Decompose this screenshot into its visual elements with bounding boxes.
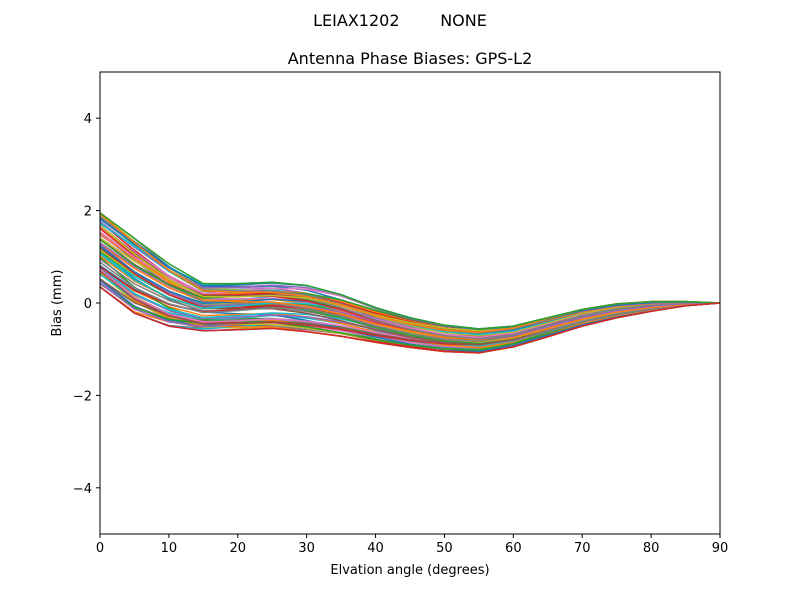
y-tick-label: −2 — [73, 389, 92, 404]
x-axis-label: Elvation angle (degrees) — [330, 563, 489, 578]
plot-area-frame — [99, 71, 721, 535]
y-tick-label: −4 — [73, 482, 92, 497]
x-tick-label: 20 — [230, 541, 247, 556]
y-tick-label: 4 — [84, 112, 92, 127]
x-tick-label: 60 — [505, 541, 522, 556]
chart-title: Antenna Phase Biases: GPS-L2 — [288, 49, 533, 68]
x-tick-label: 40 — [367, 541, 384, 556]
figure-suptitle: LEIAX1202 NONE — [313, 11, 487, 30]
x-tick-label: 80 — [643, 541, 660, 556]
x-tick-label: 30 — [298, 541, 315, 556]
y-tick-label: 2 — [84, 205, 92, 220]
x-tick-label: 0 — [96, 541, 104, 556]
tick-layer: 0 10 20 30 40 50 60 70 80 90 −4 −2 0 2 4 — [73, 112, 728, 556]
series-layer — [100, 212, 720, 354]
x-tick-label: 70 — [574, 541, 591, 556]
x-tick-label: 50 — [436, 541, 453, 556]
x-tick-label: 10 — [161, 541, 178, 556]
series-line — [100, 256, 720, 351]
y-axis-label: Bias (mm) — [50, 270, 65, 337]
series-line — [100, 212, 720, 330]
x-tick-label: 90 — [712, 541, 729, 556]
series-line — [100, 286, 720, 354]
y-tick-label: 0 — [84, 297, 92, 312]
